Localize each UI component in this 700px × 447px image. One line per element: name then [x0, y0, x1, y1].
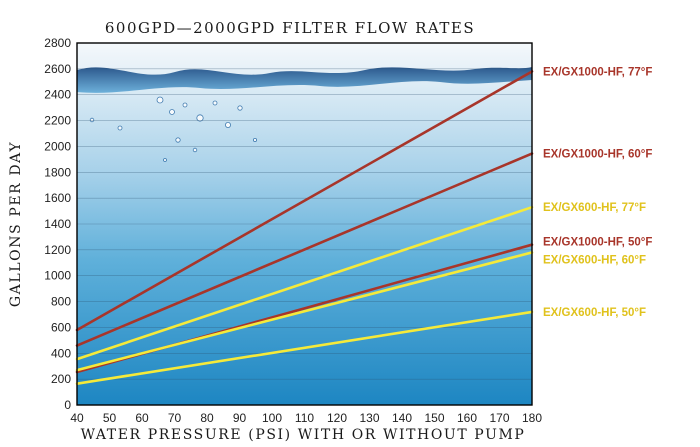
series-label-2: EX/GX1000-HF, 60°F — [543, 149, 652, 161]
x-tick-label: 160 — [457, 411, 477, 425]
y-tick-label: 400 — [51, 346, 71, 360]
plot-frame — [76, 42, 533, 406]
y-tick-label: 2000 — [44, 139, 71, 153]
y-tick-label: 600 — [51, 320, 71, 334]
y-tick-label: 1800 — [44, 165, 71, 179]
series-label-1: EX/GX1000-HF, 77°F — [543, 66, 652, 78]
water-background — [77, 43, 532, 405]
series-label-3: EX/GX600-HF, 77°F — [543, 202, 646, 214]
series-label-6: EX/GX600-HF, 50°F — [543, 307, 646, 319]
x-tick-label: 100 — [262, 411, 282, 425]
series-label-5: EX/GX600-HF, 60°F — [543, 254, 646, 266]
plot-area — [75, 42, 534, 406]
y-tick-label: 1200 — [44, 243, 71, 257]
y-tick-label: 1400 — [44, 217, 71, 231]
y-tick-label: 2200 — [44, 114, 71, 128]
x-tick-label: 40 — [70, 411, 84, 425]
x-tick-label: 180 — [522, 411, 542, 425]
series-line-1 — [75, 70, 534, 332]
x-tick-label: 80 — [200, 411, 214, 425]
x-tick-label: 110 — [295, 411, 314, 425]
y-tick-label: 200 — [51, 372, 71, 386]
x-tick-label: 90 — [233, 411, 247, 425]
chart-title: 600GPD—2000GPD FILTER FLOW RATES — [105, 19, 475, 37]
x-tick-label: 170 — [489, 411, 509, 425]
water-bubbles — [89, 96, 257, 162]
x-tick-label: 70 — [168, 411, 182, 425]
water-surface-wave — [77, 67, 532, 93]
x-axis-title: WATER PRESSURE (PSI) WITH OR WITHOUT PUM… — [81, 427, 526, 443]
y-tick-label: 2400 — [44, 88, 71, 102]
series-line-6 — [75, 310, 534, 385]
x-tick-label: 50 — [103, 411, 117, 425]
x-tick-label: 150 — [424, 411, 444, 425]
series-line-5 — [75, 251, 534, 372]
y-tick-label: 1600 — [44, 191, 71, 205]
y-tick-label: 1000 — [44, 269, 71, 283]
series-label-4: EX/GX1000-HF, 50°F — [543, 237, 652, 249]
series-line-3 — [75, 205, 534, 361]
y-tick-label: 800 — [51, 295, 71, 309]
y-axis-title: GALLONS PER DAY — [8, 141, 24, 307]
x-tick-label: 130 — [359, 411, 379, 425]
y-tick-label: 2800 — [44, 36, 71, 50]
series-line-2 — [75, 152, 534, 347]
y-tick-label: 2600 — [44, 62, 71, 76]
x-tick-label: 120 — [327, 411, 347, 425]
x-tick-label: 60 — [135, 411, 149, 425]
y-tick-label: 0 — [64, 398, 71, 412]
x-tick-label: 140 — [392, 411, 412, 425]
